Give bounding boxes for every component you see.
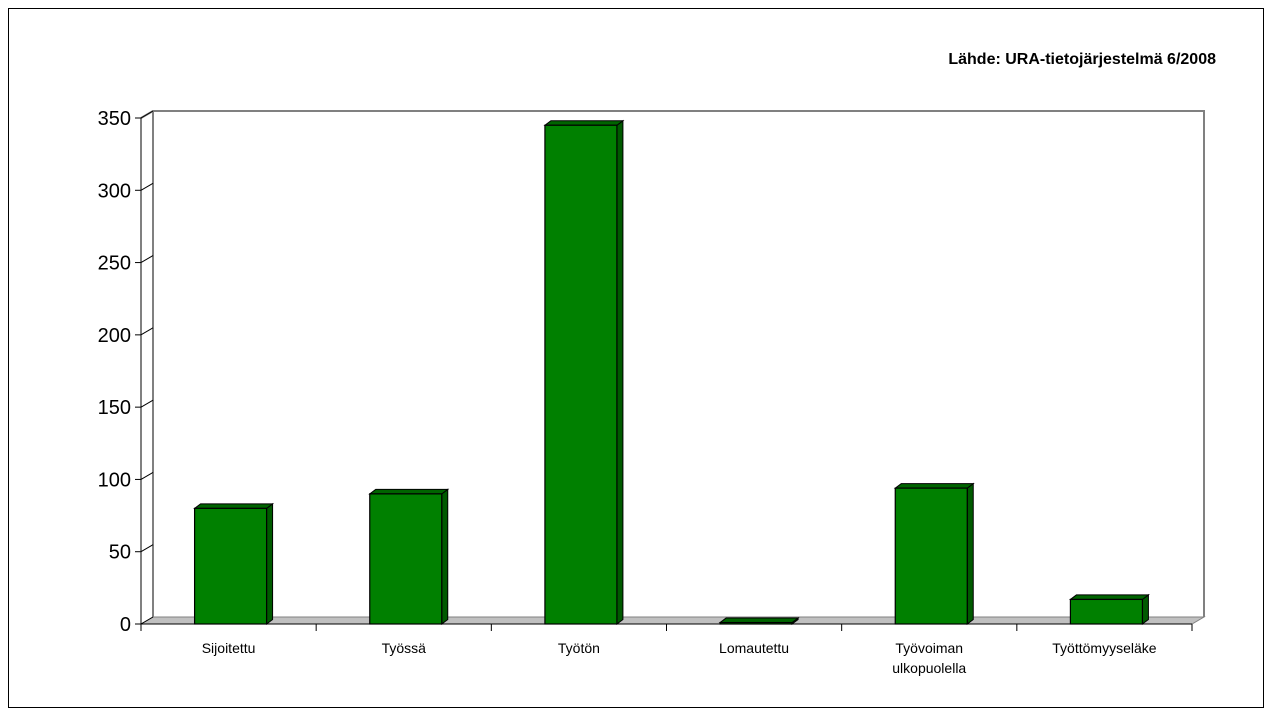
bar-side [441, 488, 449, 625]
y-tick-depth [140, 182, 154, 191]
x-tick-label: Työvoiman [895, 640, 963, 656]
y-tick-label: 250 [98, 253, 131, 275]
y-tick-label: 300 [98, 180, 131, 202]
bar-top [368, 488, 450, 495]
x-tick-label: Sijoitettu [202, 640, 256, 656]
bar-top [893, 483, 975, 489]
y-tick-depth [140, 471, 154, 480]
back-wall [140, 110, 1205, 617]
source-note: Lähde: URA-tietojärjestelmä 6/2008 [948, 51, 1216, 68]
bar-side [966, 482, 974, 625]
x-tick-label: Työttömyyseläke [1052, 640, 1156, 656]
bar-top [1068, 594, 1150, 600]
bar [369, 493, 443, 625]
x-tick-label: Työtön [558, 640, 600, 656]
y-tick-label: 100 [98, 469, 131, 491]
chart-floor [139, 616, 1206, 625]
x-tick-label: Lomautettu [719, 640, 789, 656]
y-tick-depth [140, 616, 154, 625]
bar [719, 621, 793, 625]
bar-top [543, 120, 625, 126]
bar-side [616, 119, 624, 625]
y-tick-label: 350 [98, 108, 131, 130]
bar [193, 507, 268, 625]
bar [544, 124, 618, 625]
y-tick-depth [140, 399, 154, 408]
y-tick-label: 50 [109, 542, 131, 564]
x-tick-label: Työssä [382, 640, 427, 656]
bar-top [193, 503, 275, 509]
bar-top [718, 617, 800, 624]
x-tick-label: ulkopuolella [892, 660, 966, 676]
y-tick-depth [140, 544, 154, 553]
y-tick-depth [140, 255, 154, 264]
y-tick-depth [140, 110, 154, 119]
y-tick-label: 200 [98, 325, 131, 347]
bar [1069, 598, 1144, 625]
y-tick-label: 0 [120, 614, 131, 636]
bar-side [266, 502, 274, 625]
y-tick-depth [140, 327, 154, 336]
bar [894, 487, 968, 625]
y-tick-label: 150 [98, 397, 131, 419]
